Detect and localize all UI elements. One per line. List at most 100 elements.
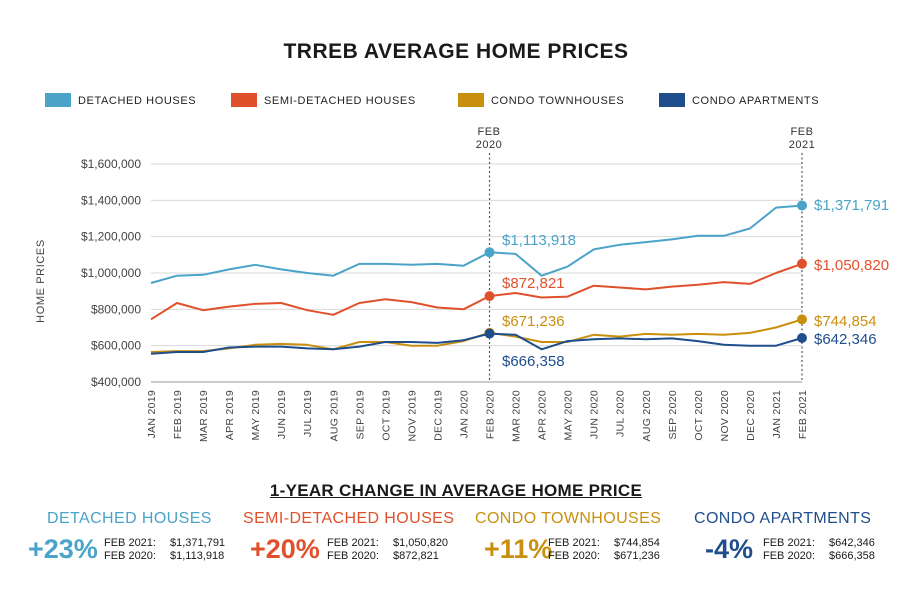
- data-point-detached: [797, 200, 807, 211]
- x-tick-label: FEB 2020: [485, 390, 497, 439]
- y-tick-label: $1,200,000: [81, 230, 141, 244]
- x-tick-label: OCT 2020: [693, 390, 705, 441]
- summary-semi-label-2021: FEB 2021:: [327, 537, 379, 549]
- x-tick-label: JAN 2020: [458, 390, 470, 439]
- legend-swatch-semi: [231, 93, 257, 107]
- y-tick-label: $600,000: [91, 339, 141, 353]
- x-tick-label: MAY 2020: [563, 390, 575, 440]
- x-tick-label: SEP 2019: [354, 390, 366, 440]
- y-tick-label: $1,400,000: [81, 193, 141, 207]
- grid-lines: [151, 163, 802, 383]
- summary-detached-pct: +23%: [28, 534, 98, 564]
- summary-townhouse-val-2021: $744,854: [614, 537, 660, 549]
- x-tick-label: JUL 2020: [615, 390, 627, 437]
- legend-swatch-townhouse: [458, 93, 484, 107]
- series-line-apartment: [150, 332, 803, 355]
- series-lines: [150, 204, 803, 355]
- data-point-detached: [484, 247, 495, 258]
- legend-label-townhouse: CONDO TOWNHOUSES: [491, 95, 624, 107]
- callout-townhouse-2021: $744,854: [814, 313, 877, 330]
- x-tick-label: FEB 2019: [172, 390, 184, 439]
- summary-townhouse-pct: +11%: [484, 534, 553, 564]
- summary-detached-category: DETACHED HOUSES: [47, 510, 212, 527]
- x-tick-label: JUN 2020: [589, 390, 601, 439]
- x-tick-label: NOV 2019: [406, 390, 418, 441]
- series-line-semi: [150, 262, 803, 321]
- callout-semi-2020: $872,821: [502, 275, 565, 292]
- summary-townhouse-detail: FEB 2021: $744,854 FEB 2020: $671,236: [548, 537, 660, 563]
- y-tick-label: $400,000: [91, 375, 141, 389]
- y-axis-label: HOME PRICES: [35, 239, 47, 323]
- series-points: [484, 200, 807, 343]
- summary-apartment-label-2021: FEB 2021:: [763, 537, 815, 549]
- x-tick-label: JAN 2021: [771, 390, 783, 439]
- summary-apartment-detail: FEB 2021: $642,346 FEB 2020: $666,358: [763, 537, 875, 563]
- summary-apartment-pct: -4%: [705, 534, 754, 564]
- line-chart: TRREB AVERAGE HOME PRICES DETACHED HOUSE…: [35, 40, 889, 442]
- data-point-apartment: [484, 328, 495, 339]
- legend-swatch-apartment: [659, 93, 685, 107]
- summary-townhouse-label-2021: FEB 2021:: [548, 537, 600, 549]
- summary-apartment-val-2020: $666,358: [829, 550, 875, 562]
- summary-semi-label-2020: FEB 2020:: [327, 550, 379, 562]
- x-tick-label: MAR 2019: [198, 390, 210, 442]
- x-tick-label: OCT 2019: [380, 390, 392, 441]
- reference-markers: FEB 2020 FEB 2021: [476, 126, 815, 382]
- y-tick-label: $1,600,000: [81, 157, 141, 171]
- y-axis-ticks: $400,000 $600,000 $800,000 $1,000,000 $1,200…: [81, 157, 141, 389]
- summary-semi-pct: +20%: [250, 534, 320, 564]
- legend-label-apartment: CONDO APARTMENTS: [692, 95, 819, 107]
- summary-detached-detail: FEB 2021: $1,371,791 FEB 2020: $1,113,918: [104, 537, 225, 563]
- callout-detached-2021: $1,371,791: [814, 197, 889, 214]
- summary-title: 1-YEAR CHANGE IN AVERAGE HOME PRICE: [269, 481, 643, 500]
- chart-title: TRREB AVERAGE HOME PRICES: [283, 40, 628, 63]
- data-point-semi: [484, 291, 495, 302]
- summary-apartment-category: CONDO APARTMENTS: [694, 510, 872, 527]
- x-tick-label: AUG 2020: [641, 390, 653, 441]
- x-tick-label: JAN 2019: [146, 390, 158, 439]
- callout-detached-2020: $1,113,918: [502, 232, 576, 249]
- x-tick-label: SEP 2020: [667, 390, 679, 440]
- x-tick-label: APR 2020: [537, 390, 549, 440]
- summary-apartment-label-2020: FEB 2020:: [763, 550, 815, 562]
- summary-townhouse-label-2020: FEB 2020:: [548, 550, 600, 562]
- legend-label-detached: DETACHED HOUSES: [78, 95, 196, 107]
- legend-label-semi: SEMI-DETACHED HOUSES: [264, 95, 416, 107]
- summary-apartment-val-2021: $642,346: [829, 537, 875, 549]
- legend-swatch-detached: [45, 93, 71, 107]
- callout-townhouse-2020: $671,236: [502, 313, 565, 330]
- summary-townhouse-category: CONDO TOWNHOUSES: [475, 510, 662, 527]
- y-tick-label: $1,000,000: [81, 266, 141, 280]
- summary-semi-val-2021: $1,050,820: [393, 537, 449, 549]
- x-tick-label: NOV 2020: [719, 390, 731, 441]
- y-tick-label: $800,000: [91, 302, 141, 316]
- summary-semi-category: SEMI-DETACHED HOUSES: [243, 510, 455, 527]
- summary-semi-val-2020: $872,821: [393, 550, 439, 562]
- summary-detached-label-2020: FEB 2020:: [104, 550, 156, 562]
- marker-feb2020-line2: 2020: [476, 139, 502, 151]
- x-tick-label: JUL 2019: [302, 390, 314, 437]
- x-tick-label: FEB 2021: [797, 390, 809, 439]
- series-line-detached: [150, 204, 803, 284]
- x-tick-label: AUG 2019: [328, 390, 340, 441]
- x-tick-label: DEC 2020: [745, 390, 757, 441]
- data-point-semi: [797, 258, 807, 269]
- x-tick-label: APR 2019: [224, 390, 236, 440]
- callout-apartment-2020: $666,358: [502, 353, 565, 370]
- x-tick-label: DEC 2019: [432, 390, 444, 441]
- callout-apartment-2021: $642,346: [814, 331, 877, 348]
- value-callouts: $1,113,918 $872,821 $671,236 $666,358 $1…: [502, 197, 889, 370]
- data-point-apartment: [797, 332, 807, 343]
- summary-detached-val-2020: $1,113,918: [170, 550, 225, 562]
- x-tick-label: JUN 2019: [276, 390, 288, 439]
- callout-semi-2021: $1,050,820: [814, 257, 889, 274]
- summary-detached-val-2021: $1,371,791: [170, 537, 226, 549]
- x-tick-label: MAY 2019: [250, 390, 262, 440]
- x-tick-label: MAR 2020: [511, 390, 523, 442]
- marker-feb2020-line1: FEB: [478, 126, 501, 138]
- marker-feb2021-line1: FEB: [791, 126, 814, 138]
- summary-townhouse-val-2020: $671,236: [614, 550, 660, 562]
- summary-detached-label-2021: FEB 2021:: [104, 537, 156, 549]
- summary-semi-detail: FEB 2021: $1,050,820 FEB 2020: $872,821: [327, 537, 448, 563]
- marker-feb2021-line2: 2021: [789, 139, 815, 151]
